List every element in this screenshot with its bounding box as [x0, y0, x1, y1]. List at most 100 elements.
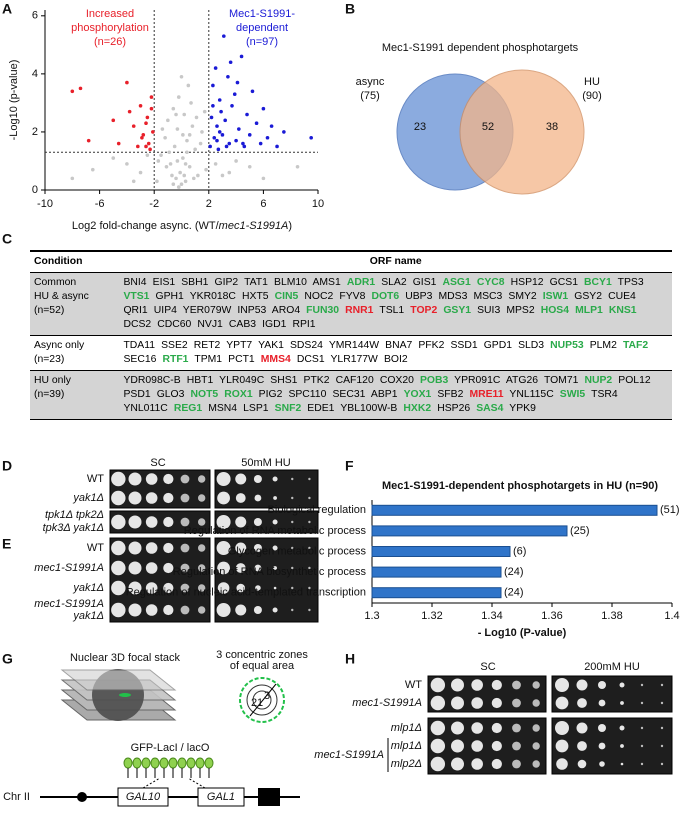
data-point: [145, 153, 150, 157]
gene: KNS1: [608, 305, 637, 316]
panel-label: B: [345, 1, 355, 17]
colony-spot: [598, 699, 606, 707]
bar: [371, 504, 658, 516]
gene: YNL011C: [123, 403, 168, 414]
spot-plate: [109, 469, 211, 509]
y-tick-label: 4: [32, 68, 38, 80]
colony-spot: [111, 471, 126, 487]
colony-spot: [253, 544, 262, 552]
colony-spot: [451, 757, 464, 771]
colony-spot: [532, 760, 540, 768]
condition-text: (n=23): [34, 354, 65, 365]
colony-spot: [163, 473, 174, 485]
genes-cell: BNI4 EIS1 SBH1 GIP2 TAT1 BLM10 AMS1 ADR1…: [123, 273, 672, 335]
colony-spot: [532, 699, 540, 707]
gene: HSP12: [510, 277, 544, 288]
data-point: [149, 95, 154, 99]
gene: RNR1: [345, 305, 374, 316]
panel-label: E: [2, 536, 11, 552]
colony-spot: [128, 515, 142, 529]
colony-spot: [599, 761, 605, 767]
gene: SBH1: [181, 277, 209, 288]
colony-spot: [430, 720, 446, 736]
condition-label: 50mM HU: [241, 457, 291, 469]
gene: SEC16: [123, 354, 157, 365]
chromosome: [40, 777, 300, 807]
lacI-bead: [123, 757, 133, 769]
venn-set-count: (75): [360, 90, 380, 102]
data-point: [232, 92, 237, 96]
data-point: [200, 130, 204, 134]
colony-spot: [217, 582, 230, 594]
colony-spot: [491, 758, 502, 770]
gene: HOS4: [540, 305, 569, 316]
colony-spot: [451, 739, 464, 753]
bar: [371, 587, 502, 599]
colony-spot: [180, 517, 190, 527]
data-point: [86, 138, 91, 143]
category-label: Glycogen metabolic process: [228, 545, 367, 557]
colony-spot: [491, 740, 502, 752]
gene: GIS1: [412, 277, 437, 288]
colony-spot: [308, 608, 311, 612]
data-point: [78, 86, 83, 91]
focal-stack: [60, 669, 177, 721]
data-point: [282, 130, 286, 134]
gene: YPK9: [509, 403, 536, 414]
colony-spot: [145, 604, 158, 616]
gene: GSY1: [443, 305, 472, 316]
gene: SAS4: [476, 403, 504, 414]
colony-spot: [216, 603, 231, 617]
gene: NOT5: [190, 389, 219, 400]
gene: PFK2: [418, 340, 445, 351]
data-point: [223, 118, 227, 123]
colony-spot: [640, 701, 644, 705]
category-label: Regulation of RNA metabolic process: [184, 525, 367, 537]
zone-number: 2: [251, 697, 257, 709]
colony-spot: [555, 721, 569, 735]
data-point: [70, 89, 75, 94]
strain-label: yak1Δ: [72, 492, 104, 504]
y-tick-label: 2: [32, 126, 38, 138]
gene: HBT1: [186, 375, 214, 386]
annotation: (n=97): [246, 36, 278, 48]
plate: [109, 469, 211, 509]
gene: NOC2: [304, 291, 334, 302]
count-label: (51): [660, 504, 680, 516]
colony-spot: [598, 681, 606, 689]
gene: YMR144W: [328, 340, 380, 351]
data-point: [191, 176, 196, 181]
data-point: [219, 109, 223, 114]
colony-spot: [216, 541, 231, 555]
lacI-bead: [177, 757, 187, 769]
data-point: [183, 162, 188, 166]
condition-text: Async only: [34, 340, 85, 351]
x-tick-label: 2: [206, 198, 212, 210]
colony-spot: [620, 701, 624, 705]
colony-spot: [430, 695, 446, 711]
data-point: [183, 179, 188, 184]
gene: DCS2: [123, 319, 152, 330]
colony-spot: [308, 520, 311, 524]
colony-spot: [217, 561, 230, 575]
colony-spot: [512, 680, 521, 690]
colony-spot: [491, 722, 502, 734]
data-point: [127, 109, 132, 114]
data-point: [247, 164, 252, 169]
gene: GIP2: [214, 277, 239, 288]
gene: PCT1: [228, 354, 255, 365]
x-tick-label: 1.38: [601, 610, 622, 622]
data-point: [265, 135, 270, 140]
data-point: [237, 127, 241, 131]
annotation: (n=26): [94, 36, 126, 48]
colony-spot: [471, 758, 483, 770]
category-label: Regulation of nucleic acid-templated tra…: [126, 587, 366, 599]
x-tick-label: 1.4: [664, 610, 679, 622]
colony-spot: [163, 516, 174, 528]
colony-spot: [512, 759, 521, 769]
colony-spot: [660, 744, 664, 748]
colony-spot: [128, 581, 142, 595]
colony-spot: [532, 742, 540, 750]
condition-cell: Async only (n=23): [30, 336, 123, 370]
data-point: [227, 141, 232, 146]
